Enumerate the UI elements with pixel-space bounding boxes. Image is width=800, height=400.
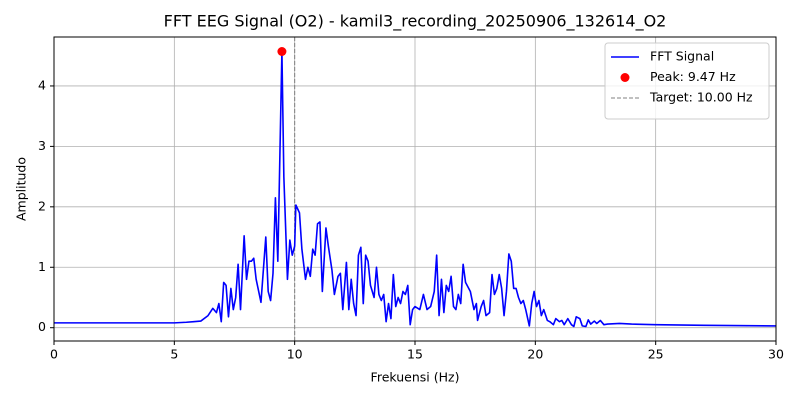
x-tick-label: 30 [768,347,784,362]
y-tick-label: 1 [38,259,46,274]
x-tick-label: 0 [50,347,58,362]
legend: FFT Signal Peak: 9.47 Hz Target: 10.00 Hz [604,42,770,120]
x-tick-label: 10 [287,347,303,362]
y-tick-label: 2 [38,198,46,213]
x-axis-label: Frekuensi (Hz) [371,370,460,385]
legend-label: FFT Signal [650,49,714,64]
x-tick-label: 25 [648,347,664,362]
y-tick-label: 3 [38,138,46,153]
peak-marker [277,47,287,57]
x-tick-label: 20 [527,347,543,362]
x-tick-label: 5 [170,347,178,362]
legend-swatch [620,73,630,82]
legend-box [604,42,770,120]
plot-frame [53,36,777,342]
y-tick-label: 0 [38,319,46,334]
legend-label: Peak: 9.47 Hz [650,69,736,84]
legend-label: Target: 10.00 Hz [649,90,753,105]
y-axis-label: Amplitudo [14,157,29,221]
y-tick-label: 4 [38,77,46,92]
fft-line [54,50,777,328]
x-tick-label: 15 [407,347,423,362]
chart-title: FFT EEG Signal (O2) - kamil3_recording_2… [164,12,667,32]
